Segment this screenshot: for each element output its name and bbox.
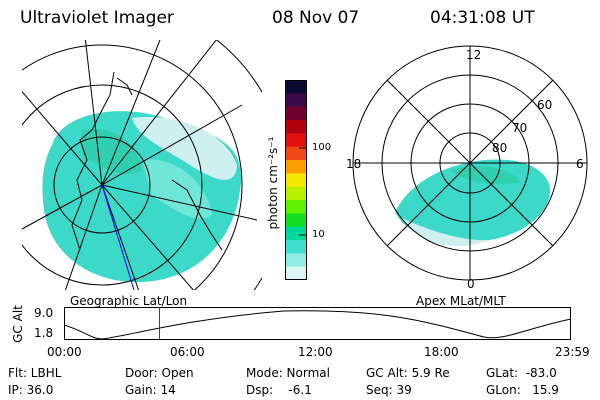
time-tick-0000: 00:00 (47, 345, 82, 359)
observation-date: 08 Nov 07 (272, 8, 360, 28)
colorbar-stripe (285, 200, 307, 214)
colorbar-stripe (285, 93, 307, 108)
altitude-tick-low: 1.8 (34, 326, 54, 340)
ip-info: IP: 36.0 (8, 383, 54, 397)
geo-panel-label: Geographic Lat/Lon (70, 294, 188, 308)
mlat-label-80: 80 (492, 141, 508, 155)
uv-emission-blob (42, 111, 242, 283)
geographic-image-panel (22, 40, 262, 290)
geo-latitude-info: GLat: -83.0 (486, 366, 557, 380)
satellite-track (101, 184, 135, 290)
gain-info: Gain: 14 (125, 383, 176, 397)
time-tick-0600: 06:00 (170, 345, 205, 359)
mlt-label-12: 12 (466, 48, 482, 62)
mlt-label-6: 6 (576, 157, 584, 171)
time-tick-2359: 23:59 (555, 345, 590, 359)
mlat-label-70: 70 (512, 121, 528, 135)
sequence-info: Seq: 39 (366, 383, 412, 397)
colorbar-tick-10: 10 (312, 229, 325, 240)
colorbar-stripe (285, 160, 307, 174)
filter-info: Flt: LBHL (8, 366, 62, 380)
colorbar-stripe (285, 133, 307, 148)
colorbar-stripe (285, 146, 307, 161)
apex-panel-label: Apex MLat/MLT (416, 294, 506, 308)
colorbar-unit-label: photon cm⁻²s⁻¹ (266, 136, 280, 230)
colorbar-stripe (285, 120, 307, 134)
orbit-altitude-plot (64, 307, 572, 340)
colorbar-stripe (285, 226, 307, 241)
lat-lon-grid (22, 40, 262, 290)
colorbar-stripe (285, 106, 307, 121)
geo-longitude-info: GLon: 15.9 (486, 383, 559, 397)
uv-emission-polar (395, 159, 551, 247)
door-info: Door: Open (125, 366, 194, 380)
mlt-label-0: 0 (467, 277, 475, 291)
time-tick-1800: 18:00 (424, 345, 459, 359)
colorbar-stripe (285, 240, 307, 254)
coastline (71, 71, 223, 251)
mlt-grid (352, 45, 588, 281)
colorbar-stripe (285, 213, 307, 228)
mlat-label-60: 60 (537, 98, 553, 112)
colorbar-tick-100: 100 (312, 142, 332, 153)
colorbar-stripe (285, 253, 307, 268)
observation-time: 04:31:08 UT (430, 8, 535, 28)
gc-altitude-info: GC Alt: 5.9 Re (366, 366, 450, 380)
instrument-title: Ultraviolet Imager (20, 8, 174, 28)
mode-info: Mode: Normal (246, 366, 330, 380)
altitude-tick-high: 9.0 (34, 306, 54, 320)
altitude-axis-label: GC Alt (11, 305, 25, 343)
colorbar-stripe (285, 266, 307, 280)
colorbar-stripe (285, 173, 307, 188)
intensity-colorbar (285, 80, 307, 280)
colorbar-stripe (285, 186, 307, 201)
dsp-info: Dsp: -6.1 (246, 383, 312, 397)
colorbar-stripe (285, 80, 307, 94)
mlt-label-18: 18 (346, 157, 362, 171)
altitude-curve (64, 310, 572, 340)
apex-polar-panel (352, 45, 588, 281)
time-tick-1200: 12:00 (298, 345, 333, 359)
